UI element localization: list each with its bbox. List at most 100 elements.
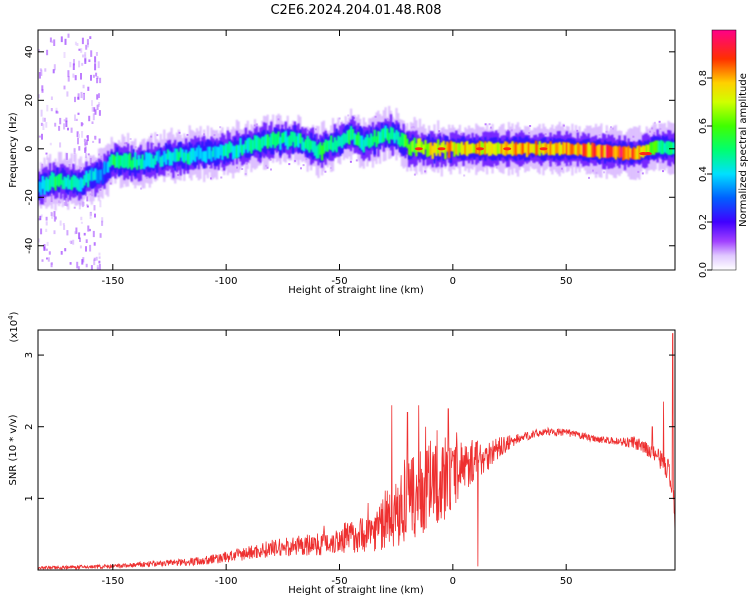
- spectrogram-noise-cell: [85, 239, 88, 243]
- spectrogram-x-ticks: -150 -100 -50 0 50: [101, 30, 573, 287]
- spectrogram-cell: [56, 175, 59, 186]
- spectrogram-noise-cell: [72, 63, 75, 70]
- spectrogram-cell: [658, 141, 661, 153]
- spectrogram-noise-cell: [50, 108, 53, 112]
- spectrogram-noise-cell: [44, 68, 47, 72]
- spectrogram-cell: [168, 151, 172, 166]
- spectrogram-cell: [516, 144, 520, 155]
- spectrogram-cell: [520, 143, 523, 155]
- spectrogram-noise-cell: [97, 104, 100, 107]
- colorbar-tick-label: 0.2: [698, 214, 709, 230]
- spectrogram-noise-cell: [43, 246, 46, 251]
- spectrogram-cell: [500, 143, 503, 154]
- spectrogram-noise-cell: [41, 259, 44, 262]
- spectrogram-noise-cell: [220, 176, 223, 179]
- spectrogram-noise-cell: [86, 39, 89, 45]
- spectrogram-noise-cell: [98, 263, 101, 270]
- spectrogram-cell: [565, 142, 569, 155]
- spectrogram-noise-cell: [98, 93, 100, 98]
- spectrogram-cell: [629, 148, 632, 158]
- spectrogram-cell: [201, 141, 204, 160]
- spectrogram-noise-cell: [46, 257, 48, 260]
- spectrogram-noise-cell: [53, 216, 56, 222]
- spectrogram-cell: [179, 147, 182, 158]
- spectrogram-cell: [210, 150, 213, 162]
- spectrogram-cell: [371, 136, 375, 146]
- spectrogram-cell: [114, 156, 117, 168]
- spectrogram-noise-cell: [99, 77, 102, 84]
- spectrogram-noise-cell: [77, 137, 79, 145]
- spectrogram-cell: [235, 144, 239, 159]
- spectrogram-cell: [622, 146, 625, 161]
- spectrogram-noise-cell: [86, 196, 89, 202]
- spectrogram-cell: [339, 136, 342, 147]
- spectrogram-noise-cell: [302, 164, 305, 167]
- spectrogram-cell: [132, 157, 135, 168]
- spectrogram-band-layer: [38, 125, 675, 196]
- spectrogram-cell: [471, 143, 474, 154]
- spectrogram-cell: [378, 131, 382, 143]
- spectrogram-cell: [74, 175, 77, 188]
- spectrogram-noise-cell: [45, 221, 48, 226]
- spectrogram-cell: [157, 150, 161, 164]
- spectrogram-cell: [126, 154, 130, 169]
- spectrogram-noise-cell: [59, 117, 62, 125]
- spectrogram-cell: [181, 149, 184, 162]
- spectrogram-noise-cell: [92, 113, 95, 121]
- spectrogram-cell: [406, 138, 409, 149]
- spectrogram-cell: [587, 142, 590, 158]
- spectrogram-noise-cell: [40, 69, 43, 76]
- spectrogram-cell: [155, 151, 159, 161]
- spectrogram-cell: [620, 147, 623, 158]
- spectrogram-cell: [618, 145, 621, 159]
- spectrogram-cell: [460, 141, 464, 155]
- spectrogram-cell: [536, 144, 540, 155]
- spectrogram-noise-cell: [93, 259, 96, 266]
- spectrogram-noise-cell: [60, 36, 63, 43]
- spectrogram-noise-cell: [81, 131, 84, 138]
- spectrogram-cell: [148, 152, 152, 168]
- spectrogram-cell: [145, 152, 148, 167]
- spectrogram-noise-cell: [47, 257, 50, 262]
- spectrogram-noise-cell: [96, 78, 99, 84]
- spectrogram-noise-cell: [75, 118, 78, 121]
- spectrogram-noise-cell: [66, 91, 69, 97]
- y-tick-label: -40: [24, 238, 35, 254]
- spectrogram-cell: [351, 129, 355, 140]
- spectrogram-cell: [319, 142, 322, 155]
- spectrogram-cell: [45, 176, 48, 191]
- spectrogram-cell: [242, 144, 246, 154]
- spectrogram-cell: [244, 140, 248, 150]
- spectrogram-cell: [150, 154, 153, 168]
- spectrogram-noise-cell: [270, 168, 272, 171]
- spectrogram-noise-cell: [77, 96, 80, 100]
- spectrogram-cell: [88, 170, 92, 181]
- spectrogram-noise-cell: [89, 212, 92, 219]
- spectrogram-cell: [489, 141, 493, 156]
- spectrogram-cell: [469, 143, 473, 154]
- spectrogram-cell: [273, 133, 277, 149]
- spectrogram-cell: [605, 144, 609, 159]
- spectrogram-cell: [458, 143, 462, 153]
- spectrogram-cell: [208, 146, 211, 160]
- spectrogram-cell: [667, 140, 670, 155]
- snr-scale-label: (x104): [7, 311, 20, 342]
- spectrogram-cell: [592, 143, 596, 158]
- spectrogram-noise-cell: [85, 152, 87, 158]
- spectrogram-noise-cell: [70, 127, 73, 133]
- spectrogram-noise-cell: [94, 63, 97, 71]
- spectrogram-noise-cell: [84, 147, 87, 153]
- spectrogram-noise-cell: [83, 232, 86, 236]
- spectrogram-noise-cell: [64, 248, 67, 252]
- spectrogram-cell: [125, 153, 128, 168]
- spectrogram-cell: [549, 141, 552, 156]
- spectrogram-noise-cell: [92, 230, 95, 238]
- spectrogram-noise-cell: [92, 140, 95, 143]
- spectrogram-cell: [139, 158, 143, 170]
- spectrogram-noise-cell: [82, 54, 84, 58]
- spectrogram-cell: [348, 129, 351, 145]
- spectrogram-noise-cell: [90, 74, 92, 81]
- spectrogram-noise-cell: [84, 142, 87, 146]
- spectrogram-noise-cell: [89, 228, 91, 232]
- spectrogram-cell: [252, 139, 255, 151]
